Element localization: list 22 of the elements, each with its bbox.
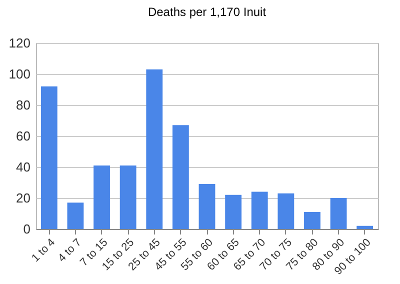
bar xyxy=(146,69,163,229)
bar xyxy=(94,165,110,229)
bar xyxy=(67,202,84,229)
y-tick-label: 120 xyxy=(8,36,30,50)
bar xyxy=(225,194,242,229)
y-tick-label: 100 xyxy=(8,66,30,82)
bar xyxy=(40,86,58,229)
y-tick-label: 0 xyxy=(23,222,30,236)
x-tick-label: 1 to 4 xyxy=(30,236,58,264)
chart-title: Deaths per 1,170 Inuit xyxy=(148,5,267,19)
bar xyxy=(120,165,136,229)
bar xyxy=(278,193,294,229)
bar xyxy=(172,125,189,229)
bar xyxy=(198,184,216,229)
bar xyxy=(304,212,320,229)
bar xyxy=(356,226,374,229)
bar xyxy=(251,192,268,229)
y-tick-label: 60 xyxy=(16,128,30,144)
y-tick-label: 80 xyxy=(16,98,30,112)
y-tick-label: 20 xyxy=(16,190,30,206)
y-tick-label: 40 xyxy=(16,160,30,174)
bar xyxy=(330,198,347,229)
